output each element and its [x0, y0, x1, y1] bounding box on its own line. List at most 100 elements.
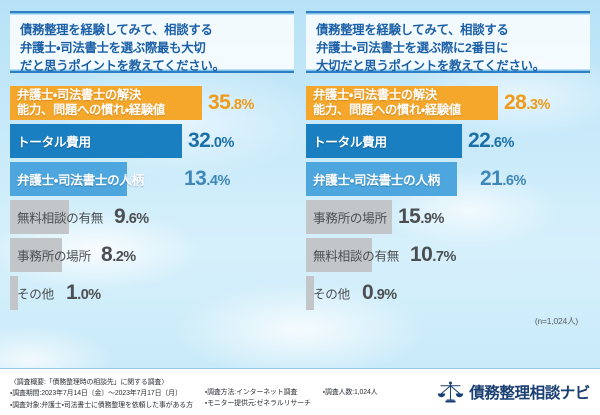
value-percent-sign: %	[123, 249, 136, 265]
bar-fill: その他	[306, 276, 350, 310]
value-decimal: .9	[420, 211, 432, 227]
value-decimal: .6	[490, 135, 502, 151]
survey-column-3: ・調査人数:1,024人	[311, 377, 378, 398]
bar-row: その他 1.0%	[10, 275, 294, 311]
value-integer: 0	[362, 281, 374, 304]
value-decimal: .3	[526, 97, 538, 113]
value-percent-sign: %	[88, 287, 101, 303]
bar-label: 弁護士・司法書士の解決 能力、問題への慣れ・経験値	[313, 88, 461, 117]
bar-fill: 事務所の場所	[10, 238, 91, 272]
chart-panels: 債務整理を経験してみて、相談する 弁護士・司法書士を選ぶ際最も大切 だと思うポイ…	[0, 0, 600, 327]
right-question-title: 債務整理を経験してみて、相談する 弁護士・司法書士を選ぶ際に2番目に 大切だと思…	[316, 23, 545, 74]
bar-row: 弁護士・司法書士の解決 能力、問題への慣れ・経験値 28.3%	[306, 85, 590, 121]
survey-period: ・調査期間:2023年7月14日〔金〕〜2023年7月17日〔月〕	[10, 390, 182, 398]
bar-fill: 弁護士・司法書士の解決 能力、問題への慣れ・経験値	[10, 86, 202, 120]
value-percent-sign: %	[221, 135, 234, 151]
bar-label: 事務所の場所	[313, 211, 387, 226]
value-decimal: .0	[77, 287, 89, 303]
footer-bar: 〈調査概要:「債務整理時の相談先」に関する調査〉 ・調査期間:2023年7月14…	[0, 368, 600, 415]
bar-value: 1.0%	[66, 281, 101, 305]
value-decimal: .0	[210, 135, 222, 151]
value-percent-sign: %	[501, 135, 514, 151]
value-percent-sign: %	[537, 97, 550, 113]
brand-logo[interactable]: 債務整理相談ナビ	[437, 379, 592, 405]
bar-label: トータル費用	[17, 135, 91, 150]
bar-fill: トータル費用	[10, 124, 182, 158]
bar-value: 13.4%	[184, 167, 230, 191]
value-decimal: .6	[502, 173, 514, 189]
bar-fill: 無料相談の有無	[306, 238, 399, 272]
value-percent-sign: %	[443, 249, 456, 265]
sample-size-note: (n=1,024人)	[534, 316, 578, 326]
right-bar-chart: 弁護士・司法書士の解決 能力、問題への慣れ・経験値 28.3% トータル費用 2…	[306, 85, 590, 311]
bar-fill: トータル費用	[306, 124, 462, 158]
bar-row: 無料相談の有無 10.7%	[306, 237, 590, 273]
left-question-title: 債務整理を経験してみて、相談する 弁護士・司法書士を選ぶ際最も大切 だと思うポイ…	[20, 23, 225, 74]
bar-row: 事務所の場所 15.9%	[306, 199, 590, 235]
bar-label: 弁護士・司法書士の解決 能力、問題への慣れ・経験値	[17, 88, 165, 117]
value-decimal: .9	[373, 287, 385, 303]
bar-fill: その他	[10, 276, 54, 310]
survey-method: ・調査方法:インターネット調査	[204, 388, 298, 396]
value-integer: 21	[480, 167, 503, 190]
bar-label: 無料相談の有無	[17, 211, 104, 226]
survey-column-1: 〈調査概要:「債務整理時の相談先」に関する調査〉 ・調査期間:2023年7月14…	[8, 377, 193, 411]
brand-name: 債務整理相談ナビ	[469, 385, 590, 402]
bar-label: 事務所の場所	[17, 249, 91, 264]
value-integer: 32	[188, 129, 211, 152]
bar-row: トータル費用 32.0%	[10, 123, 294, 159]
bar-row: 事務所の場所 8.2%	[10, 237, 294, 273]
value-integer: 10	[410, 243, 433, 266]
bar-fill: 弁護士・司法書士の人柄	[10, 162, 144, 196]
bar-value: 0.9%	[362, 281, 397, 305]
value-percent-sign: %	[431, 211, 444, 227]
bar-value: 15.9%	[398, 205, 444, 229]
left-bar-chart: 弁護士・司法書士の解決 能力、問題への慣れ・経験値 35.8% トータル費用 3…	[10, 85, 294, 311]
bar-value: 10.7%	[410, 243, 456, 267]
value-decimal: .2	[112, 249, 124, 265]
bar-value: 22.6%	[468, 129, 514, 153]
value-percent-sign: %	[384, 287, 397, 303]
bar-fill: 弁護士・司法書士の解決 能力、問題への慣れ・経験値	[306, 86, 498, 120]
panel-second-important: 債務整理を経験してみて、相談する 弁護士・司法書士を選ぶ際に2番目に 大切だと思…	[300, 0, 600, 327]
value-decimal: .6	[125, 211, 137, 227]
value-percent-sign: %	[217, 173, 230, 189]
bar-row: 無料相談の有無 9.6%	[10, 199, 294, 235]
survey-monitor-provider: ・モニター提供元:ゼネラルリサーチ	[204, 400, 311, 407]
value-percent-sign: %	[241, 97, 254, 113]
value-decimal: .7	[432, 249, 444, 265]
bar-row: トータル費用 22.6%	[306, 123, 590, 159]
bar-label: その他	[313, 287, 350, 302]
bar-row: 弁護士・司法書士の解決 能力、問題への慣れ・経験値 35.8%	[10, 85, 294, 121]
value-integer: 8	[101, 243, 113, 266]
bar-row: 弁護士・司法書士の人柄 13.4%	[10, 161, 294, 197]
bar-value: 21.6%	[480, 167, 526, 191]
scales-of-justice-icon	[437, 379, 464, 405]
panel-most-important: 債務整理を経験してみて、相談する 弁護士・司法書士を選ぶ際最も大切 だと思うポイ…	[0, 0, 300, 327]
left-title-box: 債務整理を経験してみて、相談する 弁護士・司法書士を選ぶ際最も大切 だと思うポイ…	[10, 11, 294, 73]
value-integer: 15	[398, 205, 421, 228]
value-percent-sign: %	[513, 173, 526, 189]
bar-label: 無料相談の有無	[313, 249, 400, 264]
survey-overview: 〈調査概要:「債務整理時の相談先」に関する調査〉 ・調査期間:2023年7月14…	[8, 373, 437, 411]
value-decimal: .4	[206, 173, 218, 189]
bar-fill: 事務所の場所	[306, 200, 392, 234]
bar-row: 弁護士・司法書士の人柄 21.6%	[306, 161, 590, 197]
bar-fill: 弁護士・司法書士の人柄	[306, 162, 457, 196]
survey-respondent-count: ・調査人数:1,024人	[322, 388, 378, 396]
survey-target: ・調査対象:弁護士・司法書士に債務整理を依頼した事がある方	[10, 401, 193, 409]
value-integer: 9	[114, 205, 126, 228]
bar-value: 28.3%	[504, 91, 550, 115]
survey-overview-heading: 〈調査概要:「債務整理時の相談先」に関する調査〉	[10, 379, 168, 387]
value-integer: 28	[504, 91, 527, 114]
bar-fill: 無料相談の有無	[10, 200, 103, 234]
bar-label: その他	[17, 287, 54, 302]
value-integer: 13	[184, 167, 207, 190]
value-integer: 35	[208, 91, 231, 114]
value-integer: 1	[66, 281, 78, 304]
bar-value: 9.6%	[114, 205, 149, 229]
bar-value: 32.0%	[188, 129, 234, 153]
value-percent-sign: %	[136, 211, 149, 227]
bar-row: その他 0.9%	[306, 275, 590, 311]
bar-value: 8.2%	[101, 243, 136, 267]
